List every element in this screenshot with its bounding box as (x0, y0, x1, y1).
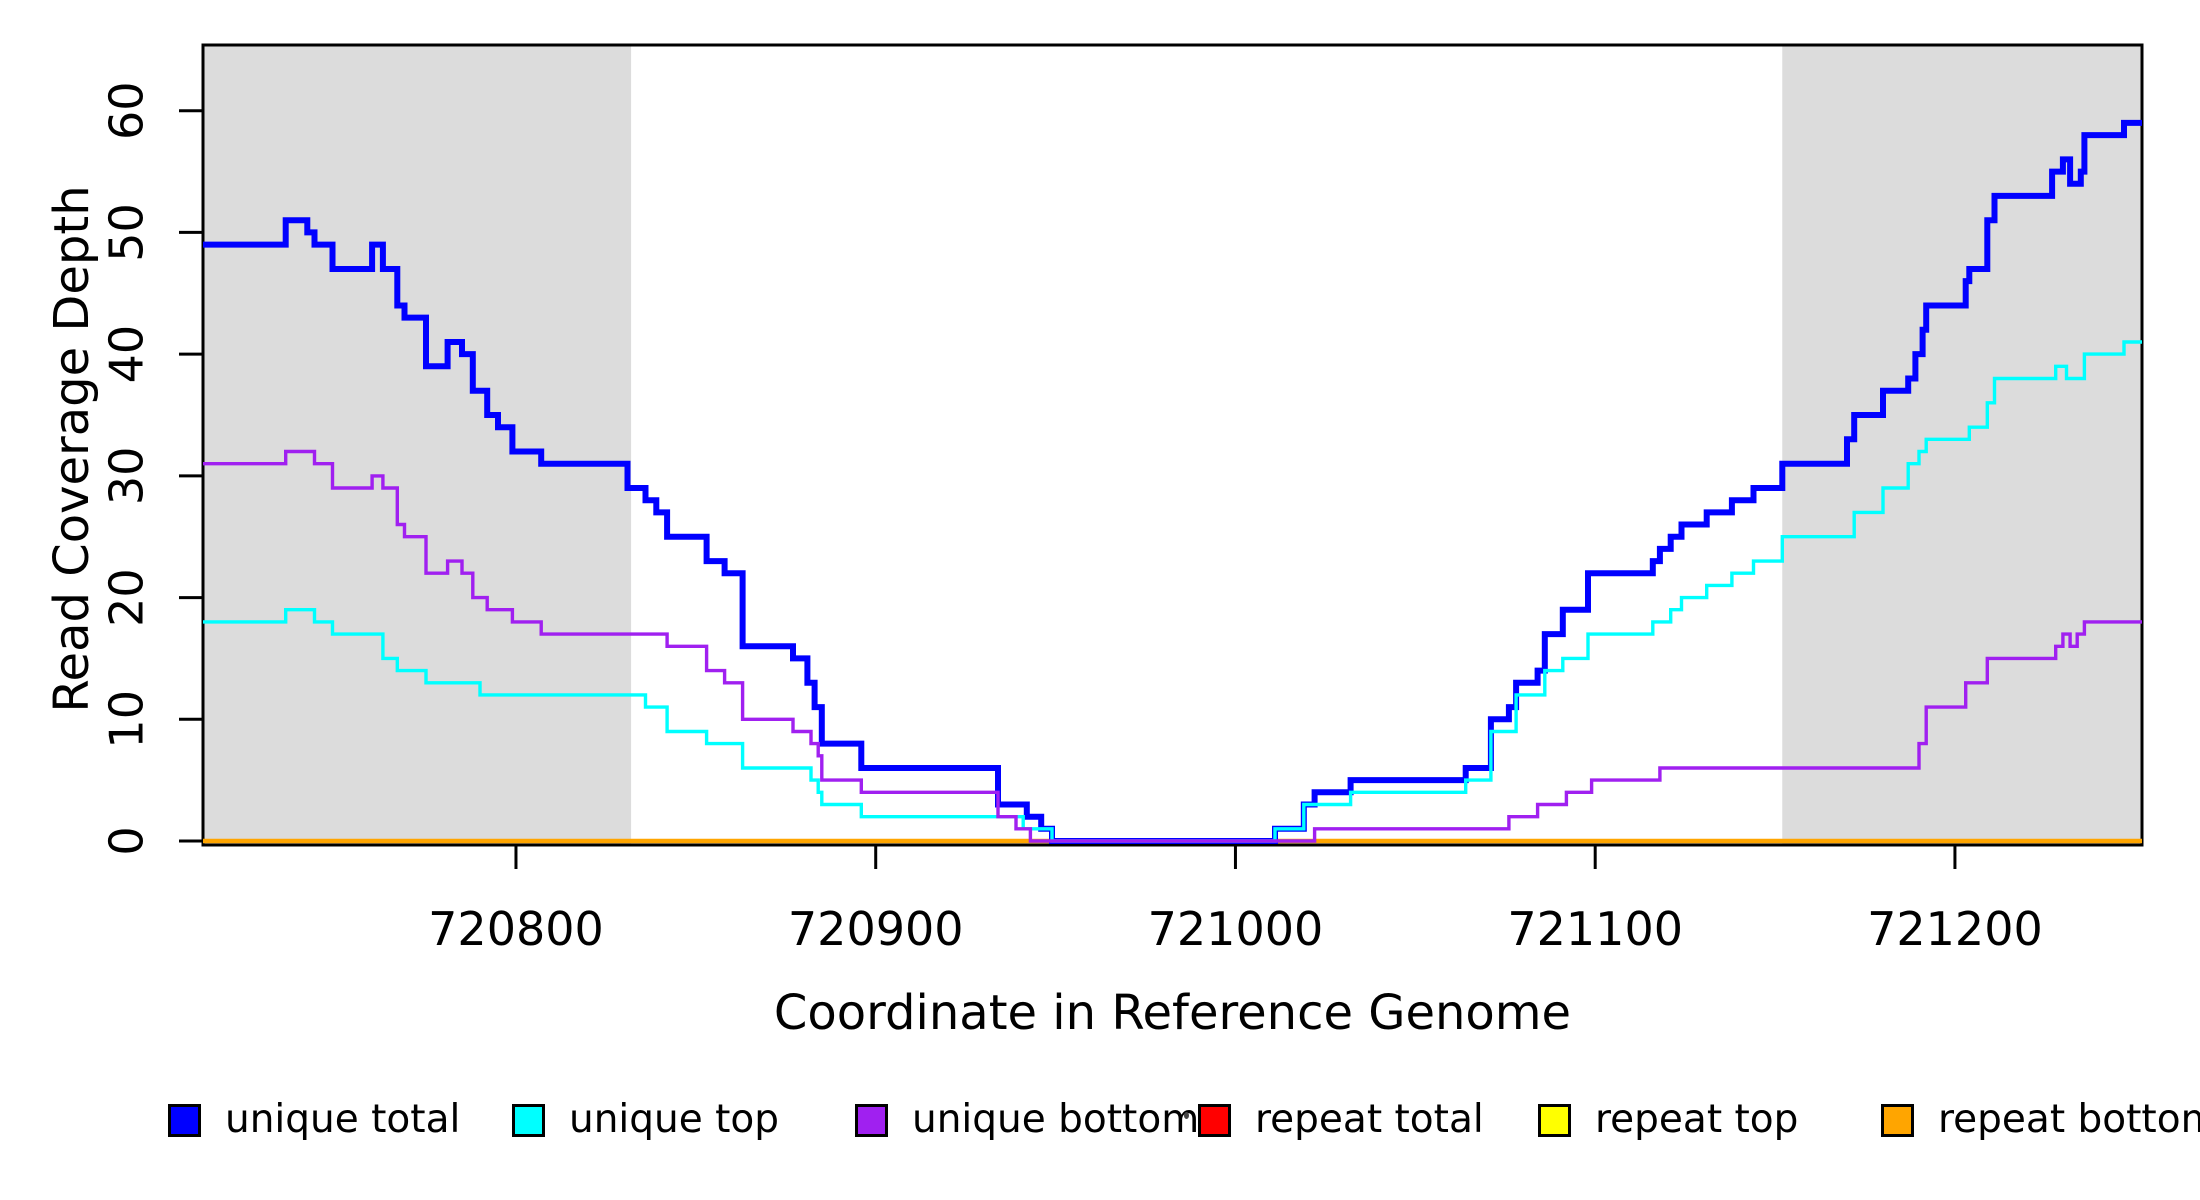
legend-label: repeat top (1595, 1097, 1799, 1142)
y-tick-label: 0 (100, 826, 154, 855)
legend-label: unique total (225, 1097, 461, 1142)
legend-item-unique-total: unique total (168, 1100, 460, 1140)
legend-item-unique-bottom: unique bottom (855, 1100, 1199, 1140)
series-unique-top (203, 340, 2142, 843)
unique-top-swatch-icon (512, 1103, 545, 1137)
x-tick-label: 721100 (1507, 902, 1683, 956)
y-axis-title: Read Coverage Depth (44, 185, 100, 713)
y-tick-label: 10 (100, 690, 154, 749)
x-tick-label: 720900 (788, 902, 964, 956)
shaded-region (1782, 45, 2142, 845)
y-tick-label: 50 (100, 203, 154, 262)
x-tick-label: 721000 (1148, 902, 1324, 956)
series-unique-bottom (203, 449, 2142, 843)
y-tick-label: 40 (100, 325, 154, 384)
x-axis-title: Coordinate in Reference Genome (773, 985, 1572, 1041)
repeat-total-swatch-icon (1198, 1103, 1231, 1137)
legend-item-repeat-top: repeat top (1538, 1100, 1798, 1140)
x-tick-label: 721200 (1867, 902, 2043, 956)
x-tick-label: 720800 (428, 902, 604, 956)
y-tick-label: 60 (100, 81, 154, 140)
unique-total-swatch-icon (168, 1103, 201, 1137)
legend-label: unique bottom (912, 1097, 1200, 1142)
stray-dot (1184, 1112, 1189, 1119)
legend-item-repeat-total: repeat total (1198, 1100, 1484, 1140)
legend-item-repeat-bottom: repeat bottom (1881, 1100, 2200, 1140)
legend-label: repeat total (1255, 1097, 1484, 1142)
shaded-region (203, 45, 632, 845)
unique-bottom-swatch-icon (855, 1103, 888, 1137)
legend-item-unique-top: unique top (512, 1100, 779, 1140)
repeat-top-swatch-icon (1538, 1103, 1571, 1137)
series-unique-total (203, 119, 2142, 844)
y-tick-label: 30 (100, 447, 154, 506)
repeat-bottom-swatch-icon (1881, 1103, 1914, 1137)
legend-label: unique top (569, 1097, 780, 1142)
plot-border (201, 43, 2144, 847)
legend-label: repeat bottom (1938, 1097, 2200, 1142)
y-tick-label: 20 (100, 568, 154, 627)
